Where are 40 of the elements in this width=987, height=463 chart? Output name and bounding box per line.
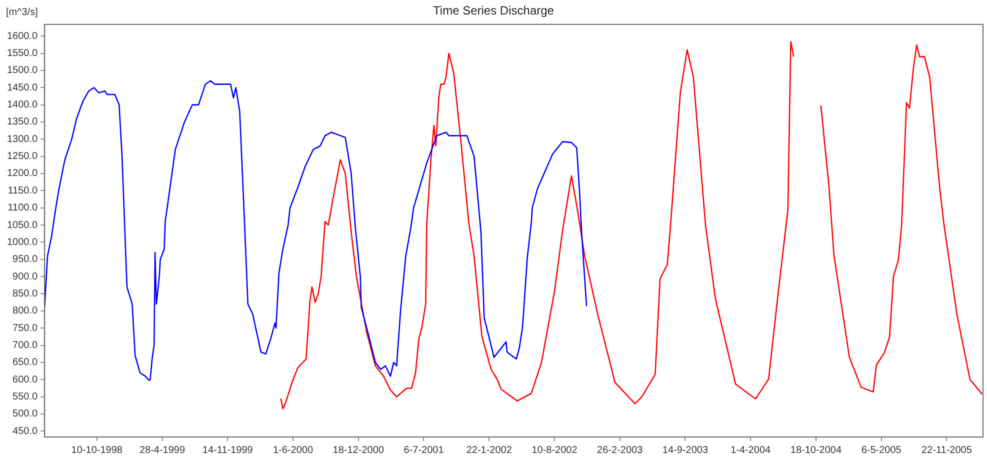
x-tick-label: 22-11-2005 bbox=[922, 444, 972, 456]
x-tick-label: 26-2-2003 bbox=[597, 444, 644, 456]
x-tick-label: 6-5-2005 bbox=[861, 444, 902, 456]
x-tick-label: 10-8-2002 bbox=[532, 444, 578, 456]
x-tick-label: 28-4-1999 bbox=[139, 444, 186, 456]
x-tick-label: 14-9-2003 bbox=[662, 444, 708, 456]
x-tick-label: 18-10-2004 bbox=[790, 444, 842, 456]
x-tick-label: 14-11-1999 bbox=[202, 444, 254, 456]
y-tick-label: 1000.0 bbox=[6, 236, 38, 248]
y-tick-label: 950.0 bbox=[12, 254, 38, 266]
y-tick-label: 850.0 bbox=[12, 288, 38, 300]
y-tick-label: 1450.0 bbox=[6, 82, 38, 94]
x-tick-label: 18-12-2000 bbox=[332, 444, 384, 456]
y-tick-label: 1600.0 bbox=[6, 30, 38, 42]
y-tick-label: 650.0 bbox=[12, 357, 38, 368]
y-tick-label: 800.0 bbox=[12, 306, 38, 317]
y-tick-label: 750.0 bbox=[12, 322, 38, 334]
y-tick-label: 1550.0 bbox=[6, 48, 38, 60]
y-tick-label: 500.0 bbox=[12, 408, 38, 420]
y-tick-label: 1400.0 bbox=[6, 100, 38, 111]
chart-title: Time Series Discharge bbox=[433, 4, 554, 18]
x-tick-label: 22-1-2002 bbox=[466, 444, 512, 456]
y-tick-label: 900.0 bbox=[12, 271, 38, 282]
y-tick-label: 1300.0 bbox=[6, 134, 38, 145]
x-tick-label: 1-4-2004 bbox=[730, 444, 772, 456]
y-tick-label: 450.0 bbox=[12, 426, 38, 437]
y-tick-label: 700.0 bbox=[12, 340, 38, 352]
y-tick-label: 1100.0 bbox=[8, 202, 38, 214]
y-tick-label: 1050.0 bbox=[6, 220, 38, 231]
y-tick-label: 1350.0 bbox=[6, 116, 38, 128]
y-tick-label: 600.0 bbox=[12, 374, 38, 386]
y-tick-label: 1150.0 bbox=[8, 185, 38, 196]
y-tick-label: 550.0 bbox=[12, 392, 38, 403]
y-tick-label: 1250.0 bbox=[6, 151, 38, 162]
x-tick-label: 1-6-2000 bbox=[272, 444, 314, 456]
x-tick-label: 10-10-1998 bbox=[71, 444, 123, 456]
x-tick-label: 6-7-2001 bbox=[404, 444, 444, 456]
y-axis-title: [m^3/s] bbox=[6, 6, 38, 18]
y-tick-label: 1500.0 bbox=[6, 65, 38, 76]
y-tick-label: 1200.0 bbox=[6, 168, 38, 180]
